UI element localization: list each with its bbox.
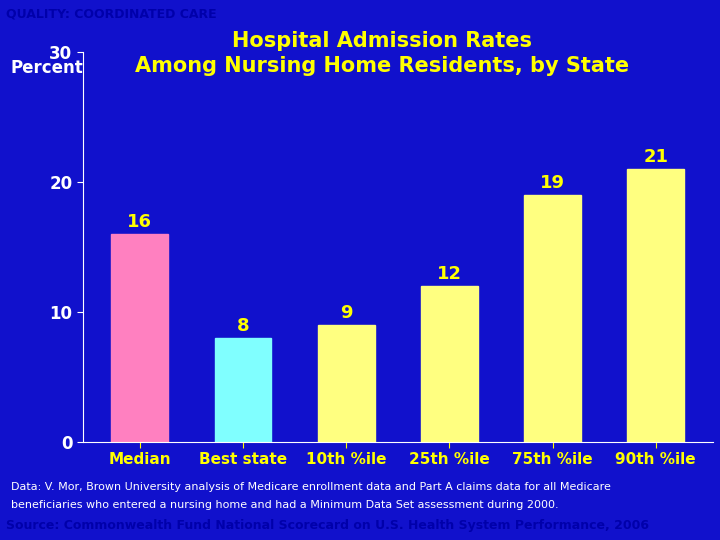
Text: beneficiaries who entered a nursing home and had a Minimum Data Set assessment d: beneficiaries who entered a nursing home… [11, 500, 559, 510]
Text: QUALITY: COORDINATED CARE: QUALITY: COORDINATED CARE [6, 8, 217, 21]
Bar [524, 195, 581, 442]
Bar [318, 325, 374, 442]
Bar [421, 286, 478, 442]
Bar [627, 169, 684, 442]
Text: Hospital Admission Rates
Among Nursing Home Residents, by State: Hospital Admission Rates Among Nursing H… [135, 31, 629, 76]
Text: 9: 9 [340, 303, 353, 322]
Text: 19: 19 [540, 174, 565, 192]
Text: Source: Commonwealth Fund National Scorecard on U.S. Health System Performance, : Source: Commonwealth Fund National Score… [6, 519, 649, 532]
Bar [215, 338, 271, 442]
Text: 21: 21 [643, 148, 668, 166]
Text: 16: 16 [127, 213, 153, 231]
Text: Percent: Percent [11, 59, 84, 77]
Text: 12: 12 [437, 265, 462, 283]
Bar [112, 234, 168, 442]
Text: 8: 8 [237, 316, 249, 335]
Text: Data: V. Mor, Brown University analysis of Medicare enrollment data and Part A c: Data: V. Mor, Brown University analysis … [11, 482, 611, 491]
